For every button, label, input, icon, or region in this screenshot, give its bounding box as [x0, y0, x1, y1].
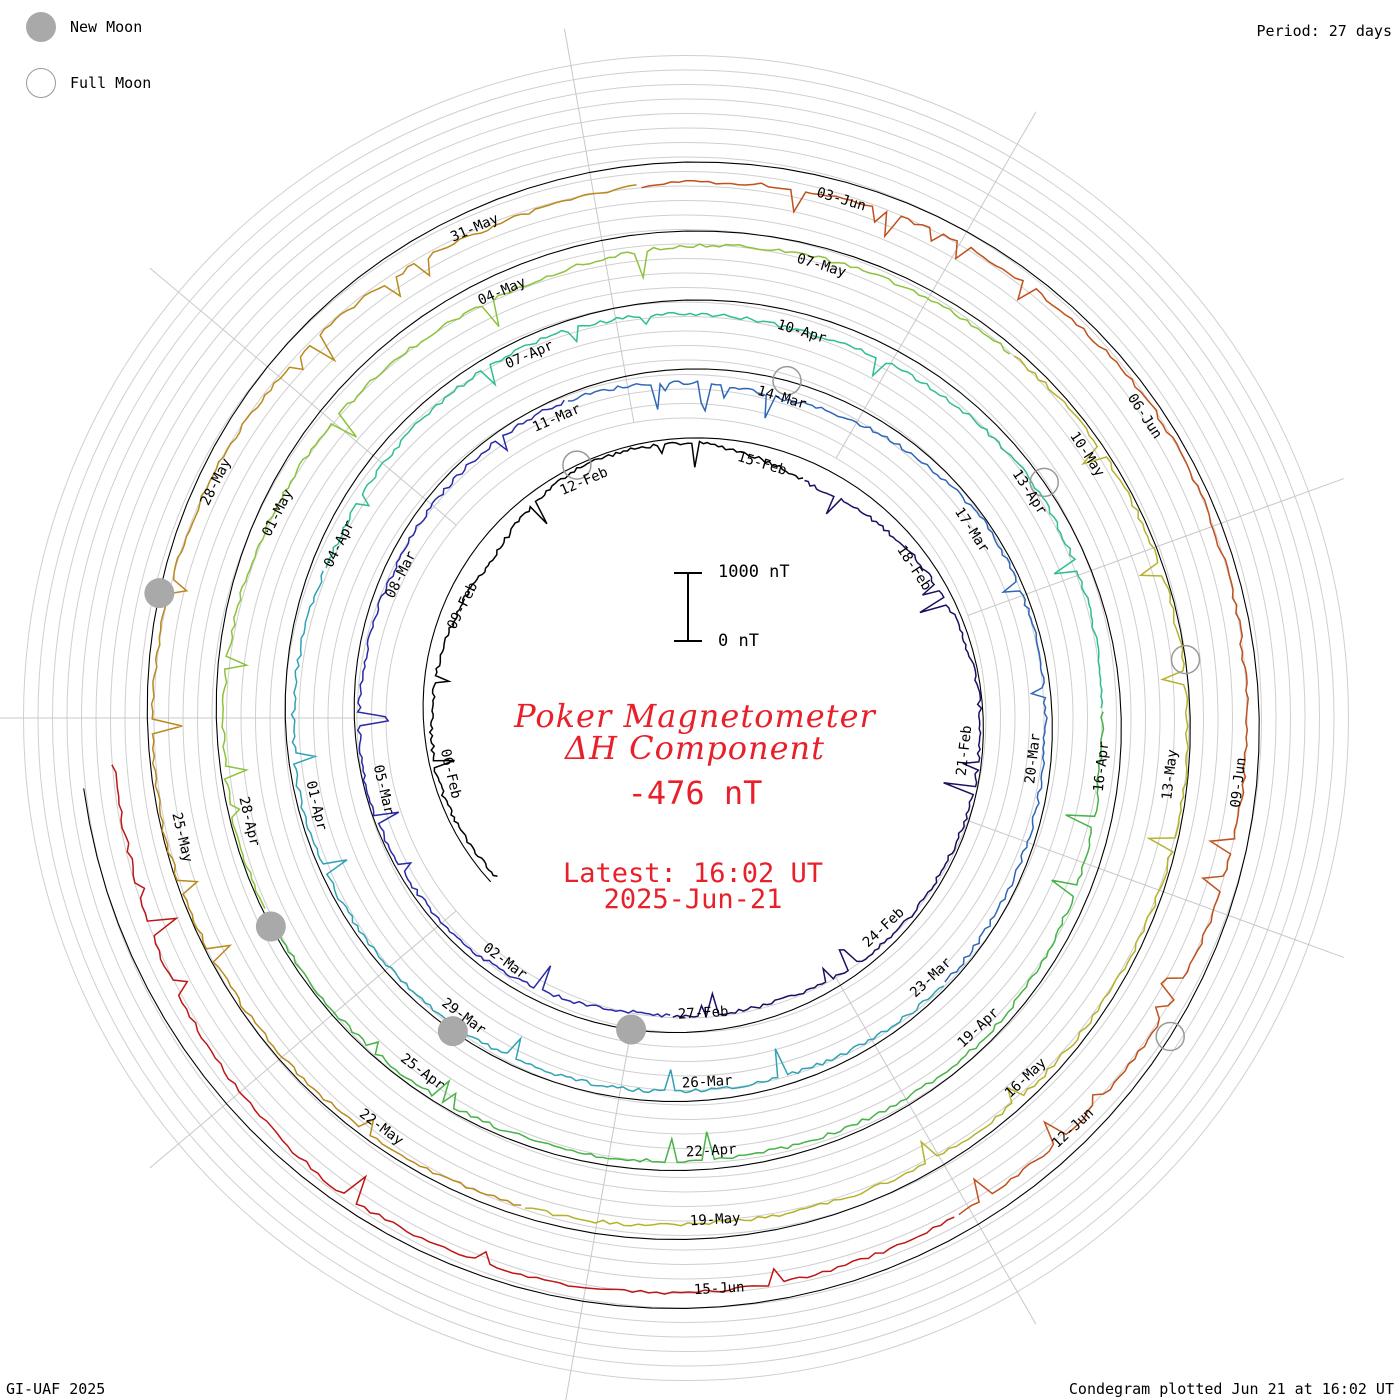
- full-moon-marker: [1155, 1021, 1185, 1052]
- latest-time: Latest: 16:02 UT: [562, 858, 824, 889]
- date-label: 12-Feb: [558, 464, 611, 499]
- radial-spoke: [149, 267, 457, 526]
- trace-segment: [525, 355, 1190, 1227]
- date-label: 31-May: [448, 211, 501, 246]
- trace-segment: [290, 570, 945, 1094]
- date-label: 10-May: [1066, 429, 1107, 480]
- date-label: 18-Feb: [893, 543, 934, 594]
- radial-spoke: [563, 28, 635, 423]
- radial-spoke: [835, 111, 1037, 459]
- trace-segment: [356, 399, 671, 1018]
- date-label: 21-Feb: [954, 725, 976, 777]
- new-moon-marker: [255, 911, 286, 942]
- date-label: 07-Apr: [503, 338, 556, 373]
- new-moon-marker: [616, 1014, 647, 1045]
- new-moon-marker: [437, 1016, 468, 1047]
- scale-top-label: 1000 nT: [718, 562, 790, 582]
- scale-bottom-label: 0 nT: [718, 631, 759, 651]
- date-label: 08-Mar: [383, 549, 420, 601]
- data-trace: [111, 179, 1249, 1295]
- date-label: 20-Mar: [1022, 733, 1044, 785]
- date-label: 27-Feb: [677, 1004, 728, 1023]
- date-label: 09-Feb: [444, 580, 481, 632]
- date-label: 22-Apr: [685, 1142, 736, 1161]
- date-label: 19-May: [689, 1210, 740, 1229]
- full-moon-marker: [1170, 644, 1201, 675]
- trace-segment: [150, 184, 637, 1206]
- chart-title-line1: Poker Magnetometer: [514, 697, 876, 735]
- radial-spoke: [149, 910, 457, 1169]
- date-label: 15-Jun: [693, 1279, 744, 1298]
- full-moon-marker: [1029, 467, 1059, 498]
- baseline-spiral: [83, 161, 1260, 1309]
- new-moon-icon: [26, 12, 56, 42]
- date-label: 03-Jun: [815, 185, 868, 215]
- chart-title-line2: ΔH Component: [564, 729, 826, 767]
- date-label: 15-Feb: [735, 449, 788, 479]
- radial-spoke: [565, 1013, 635, 1400]
- trace-segment: [221, 243, 1011, 909]
- trace-segment: [567, 380, 1048, 983]
- legend-full-moon: Full Moon: [26, 68, 151, 98]
- trace-segment: [672, 479, 983, 1019]
- scale-bar: [674, 572, 702, 642]
- trace-segment: [428, 440, 804, 877]
- latest-date: 2025-Jun-21: [603, 884, 783, 915]
- date-label: 17-Mar: [951, 505, 992, 556]
- current-value: -476 nT: [627, 774, 763, 812]
- legend-new-moon: New Moon: [26, 12, 142, 42]
- trace-segment: [641, 179, 1249, 1216]
- full-moon-marker: [772, 365, 802, 396]
- date-label: 10-Apr: [775, 317, 828, 347]
- date-label: 16-Apr: [1091, 741, 1113, 793]
- date-label: 14-Mar: [755, 383, 808, 413]
- new-moon-marker: [144, 578, 175, 609]
- date-label: 04-May: [476, 274, 529, 309]
- radial-spokes: [0, 28, 1344, 1400]
- trace-segment: [111, 764, 955, 1295]
- full-moon-icon: [26, 68, 56, 98]
- radial-spoke: [835, 977, 1037, 1325]
- date-label: 13-May: [1159, 749, 1181, 801]
- legend-new-moon-label: New Moon: [70, 18, 143, 36]
- trace-segment: [265, 711, 1105, 1164]
- period-label: Period: 27 days: [1256, 22, 1392, 40]
- reference-rings: [83, 161, 1260, 1309]
- plotted-timestamp: Condegram plotted Jun 21 at 16:02 UT: [1068, 1380, 1394, 1398]
- trace-segment: [325, 311, 1104, 709]
- moon-markers: [144, 365, 1201, 1052]
- legend-full-moon-label: Full Moon: [70, 74, 152, 92]
- date-label: 04-Apr: [321, 518, 358, 570]
- radial-spoke: [967, 820, 1344, 958]
- date-label: 09-Jun: [1228, 757, 1250, 809]
- date-label: 26-Mar: [681, 1073, 732, 1092]
- date-label: 07-May: [795, 251, 848, 281]
- full-moon-marker: [562, 450, 592, 480]
- credit-label: GI-UAF 2025: [6, 1380, 106, 1398]
